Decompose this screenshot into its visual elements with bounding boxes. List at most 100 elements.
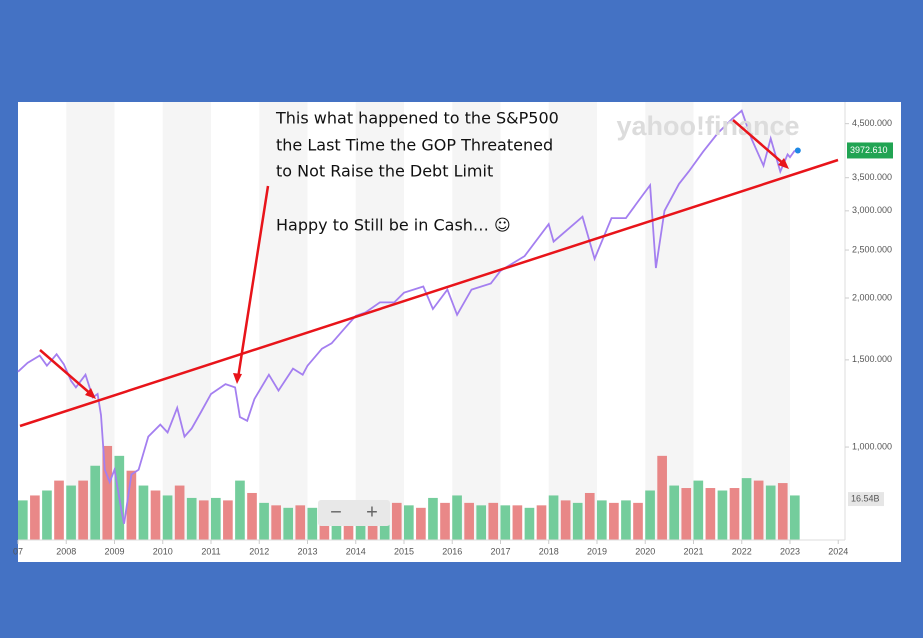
- year-band: [259, 102, 308, 540]
- volume-bar: [66, 485, 76, 540]
- volume-bar: [259, 502, 269, 540]
- x-tick-label: 2009: [104, 546, 124, 556]
- x-tick-label: 07: [13, 546, 23, 556]
- volume-bar: [247, 492, 257, 540]
- volume-bar: [572, 502, 583, 540]
- volume-bar: [198, 500, 209, 540]
- volume-bar: [777, 483, 788, 540]
- volume-bar: [126, 470, 137, 540]
- volume-bar: [174, 485, 185, 540]
- volume-bar: [42, 490, 52, 540]
- volume-bar: [657, 455, 667, 540]
- arrow-head: [233, 373, 242, 384]
- volume-bar: [753, 480, 764, 540]
- volume-bar: [307, 507, 318, 540]
- volume-bar: [186, 497, 197, 540]
- volume-bar: [30, 495, 40, 540]
- volume-bar: [162, 495, 173, 540]
- annotation: Happy to Still be in Cash… ☺: [276, 216, 511, 235]
- x-tick-label: 2022: [732, 546, 752, 556]
- arrow: [39, 349, 93, 396]
- volume-bar: [90, 465, 101, 540]
- volume-bar: [741, 478, 752, 540]
- volume-bar: [78, 480, 88, 540]
- year-band: [452, 102, 501, 540]
- volume-bar: [717, 490, 728, 540]
- zoom-out[interactable]: −: [330, 501, 342, 523]
- volume-bar: [789, 495, 800, 540]
- x-tick-label: 2024: [828, 546, 848, 556]
- x-tick-label: 2018: [539, 546, 559, 556]
- volume-bar: [428, 497, 438, 540]
- zoom-in[interactable]: +: [366, 501, 378, 523]
- volume-label-box: [848, 492, 884, 507]
- last-price-box: [847, 142, 893, 159]
- volume-bar: [633, 502, 643, 540]
- volume-bar: [645, 490, 655, 540]
- year-band: [548, 102, 597, 540]
- year-band: [741, 102, 790, 540]
- y-tick-label: 3,500.000: [852, 172, 892, 182]
- volume-bar: [596, 500, 607, 540]
- arrow: [732, 119, 786, 166]
- last-point: [794, 147, 801, 154]
- x-tick-label: 2013: [297, 546, 317, 556]
- volume-bar: [609, 502, 619, 540]
- arrow: [236, 185, 270, 379]
- y-tick-label: 1,000.000: [852, 441, 892, 451]
- arrow-head: [778, 158, 789, 169]
- volume-bar: [223, 500, 233, 540]
- y-tick-label: 4,500.000: [852, 118, 892, 128]
- x-tick-label: 2008: [56, 546, 76, 556]
- volume-bar: [283, 507, 294, 540]
- year-band: [162, 102, 211, 540]
- volume-bar: [464, 502, 474, 540]
- volume-bar: [693, 480, 704, 540]
- y-tick-label: 3,000.000: [852, 205, 892, 215]
- volume-bar: [524, 507, 535, 540]
- volume-bar: [54, 480, 64, 540]
- volume-bar: [235, 480, 245, 540]
- volume-bar: [512, 505, 523, 540]
- volume-bar: [452, 495, 462, 540]
- annotation: to Not Raise the Debt Limit: [276, 162, 493, 181]
- arrow-heads: [85, 158, 789, 399]
- volume-bar: [548, 495, 559, 540]
- annotation-lines: [19, 119, 839, 428]
- year-band: [355, 102, 404, 540]
- volume-bar: [210, 497, 221, 540]
- x-tick-label: 2015: [394, 546, 414, 556]
- volume-bar: [560, 500, 571, 540]
- x-tick-label: 2011: [201, 546, 220, 556]
- annotation-title: This what happened to the S&P500: [275, 109, 559, 128]
- watermark: yahoo!finance: [616, 111, 799, 141]
- volume-bar: [440, 502, 450, 540]
- x-tick-label: 2010: [153, 546, 173, 556]
- volume-bar: [150, 490, 161, 540]
- volume-bar: [681, 488, 692, 540]
- x-tick-label: 2017: [490, 546, 510, 556]
- y-tick-label: 2,000.000: [852, 292, 892, 302]
- y-tick-label: 1,500.000: [852, 354, 892, 364]
- volume-bar: [500, 505, 511, 540]
- volume-bar: [705, 488, 716, 540]
- volume-bar: [295, 505, 306, 540]
- year-band: [645, 102, 694, 540]
- price-line: [17, 109, 796, 524]
- trend-line: [19, 158, 839, 428]
- volume-bar: [102, 445, 113, 540]
- volume-bar: [488, 502, 499, 540]
- volume-bar: [416, 507, 426, 540]
- x-tick-label: 2014: [346, 546, 366, 556]
- y-tick-label: 2,500.000: [852, 244, 892, 254]
- x-tick-label: 2023: [780, 546, 800, 556]
- volume-bar: [18, 500, 28, 540]
- volume-label: 16.54B: [851, 493, 880, 503]
- x-tick-label: 2021: [683, 546, 703, 556]
- volume-bar: [765, 485, 776, 540]
- volume-bar: [584, 492, 595, 540]
- arrow-head: [85, 388, 96, 399]
- x-tick-label: 2019: [587, 546, 607, 556]
- zoom-controls[interactable]: [318, 500, 390, 526]
